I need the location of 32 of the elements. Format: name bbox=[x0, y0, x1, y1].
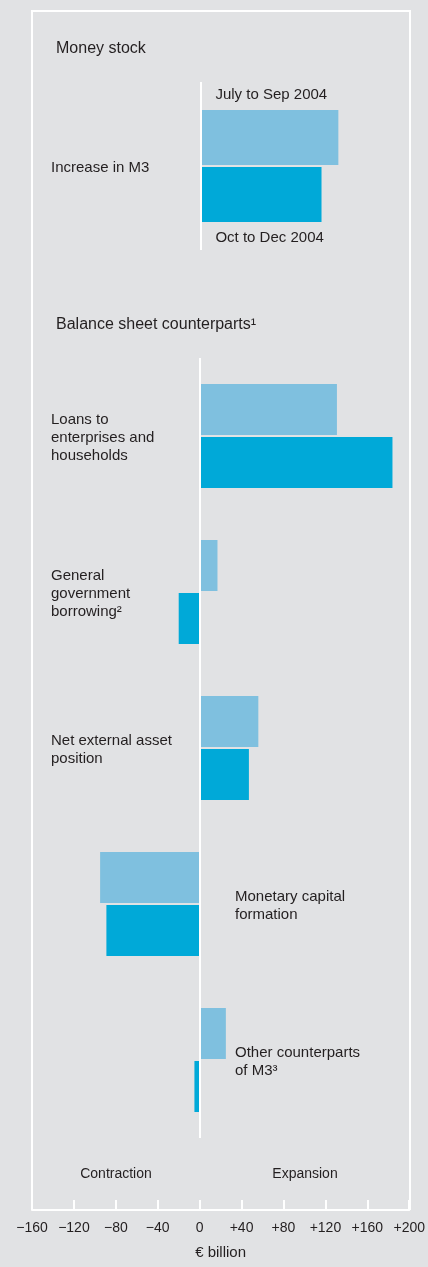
y-tick-label: Other counterparts of M3³ bbox=[235, 1042, 365, 1078]
y-tick-label: Monetary capital formation bbox=[235, 886, 350, 922]
bar bbox=[199, 539, 218, 591]
x-tick-label: −120 bbox=[58, 1219, 90, 1235]
bar bbox=[106, 905, 200, 957]
y-tick-label: Increase in M3 bbox=[51, 157, 150, 175]
chart-title: Balance sheet counterparts¹ bbox=[56, 314, 257, 332]
series-label: Oct to Dec 2004 bbox=[215, 228, 324, 246]
text: Expansion bbox=[272, 1165, 338, 1181]
x-tick-label: −40 bbox=[145, 1219, 170, 1235]
y-tick-label: General government borrowing² bbox=[51, 565, 135, 619]
x-tick-label: +40 bbox=[229, 1219, 254, 1235]
chart-title: Money stock bbox=[56, 38, 147, 56]
bar bbox=[199, 437, 393, 489]
x-axis-title: € billion bbox=[195, 1243, 247, 1260]
text: Contraction bbox=[80, 1165, 152, 1181]
bar bbox=[199, 1007, 226, 1059]
bar bbox=[199, 749, 249, 801]
x-tick-label: +120 bbox=[309, 1219, 342, 1235]
y-tick-label: Loans to enterprises and households bbox=[51, 409, 159, 463]
bar bbox=[178, 593, 200, 645]
x-tick-label: +160 bbox=[351, 1219, 384, 1235]
x-tick-label: +200 bbox=[393, 1219, 426, 1235]
x-tick-label: +80 bbox=[271, 1219, 296, 1235]
bar bbox=[199, 695, 259, 747]
x-tick-label: −80 bbox=[103, 1219, 128, 1235]
series-label: July to Sep 2004 bbox=[215, 84, 328, 102]
x-tick-label: 0 bbox=[195, 1219, 204, 1235]
y-tick-label: Net external asset position bbox=[51, 730, 177, 766]
bar bbox=[100, 851, 200, 903]
x-tick-label: −160 bbox=[16, 1219, 48, 1235]
bar bbox=[199, 383, 337, 435]
